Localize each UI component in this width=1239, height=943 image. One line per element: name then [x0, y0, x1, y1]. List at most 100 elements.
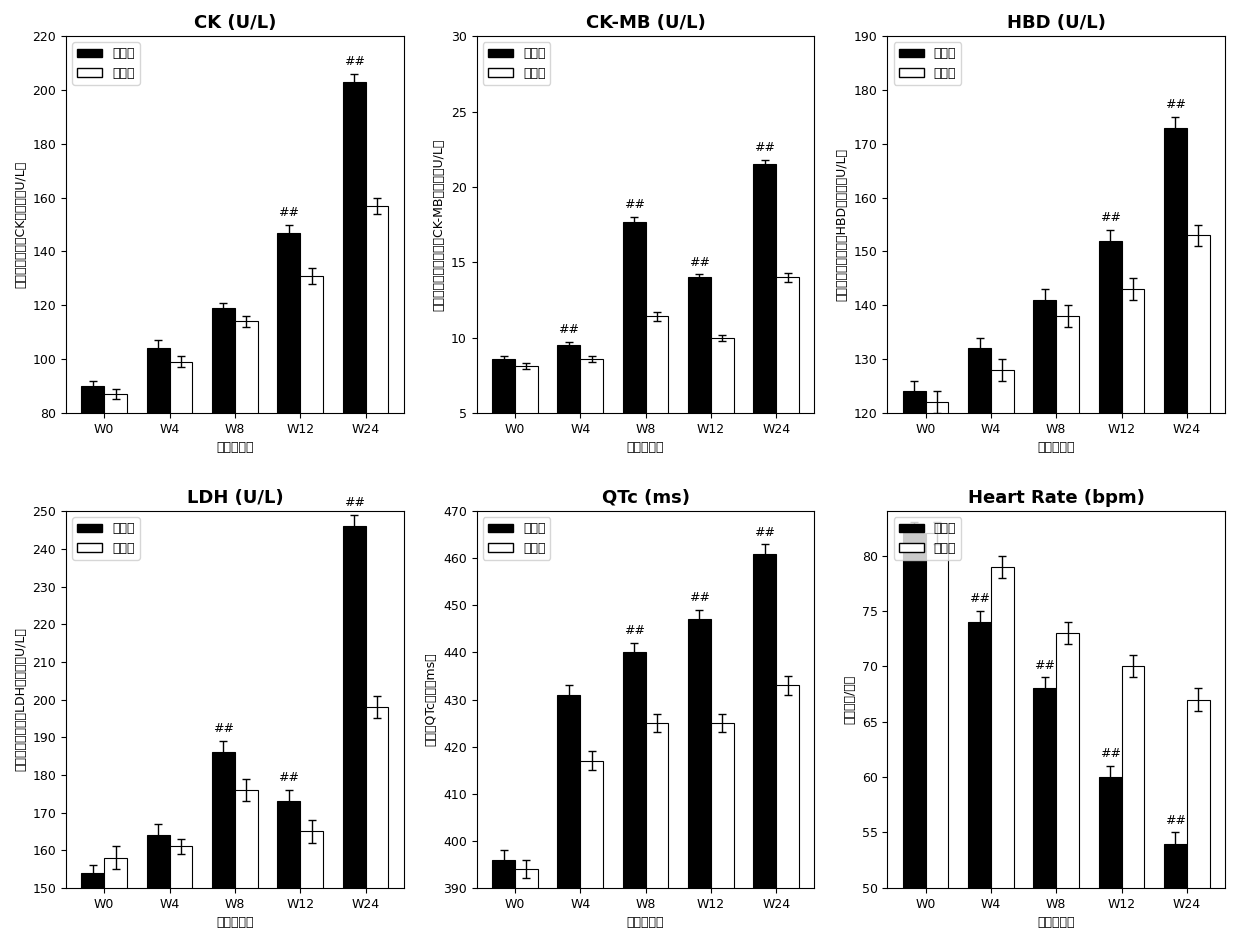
- Bar: [146, 348, 170, 628]
- Legend: 对照组, 实验组: 对照组, 实验组: [483, 518, 550, 560]
- Text: ##: ##: [559, 323, 580, 337]
- Bar: [82, 873, 104, 943]
- Text: ##: ##: [755, 525, 776, 538]
- Text: ##: ##: [213, 722, 234, 736]
- Bar: [366, 707, 388, 943]
- X-axis label: 时间（周）: 时间（周）: [216, 441, 254, 455]
- X-axis label: 时间（周）: 时间（周）: [627, 916, 664, 929]
- Bar: [580, 358, 603, 488]
- Bar: [343, 526, 366, 943]
- Bar: [170, 847, 192, 943]
- Bar: [82, 386, 104, 628]
- X-axis label: 时间（周）: 时间（周）: [1037, 916, 1075, 929]
- Y-axis label: 血清肌酸激酶（CK）水平（U/L）: 血清肌酸激酶（CK）水平（U/L）: [14, 161, 27, 289]
- Bar: [300, 832, 323, 943]
- Legend: 对照组, 实验组: 对照组, 实验组: [483, 42, 550, 85]
- Text: ##: ##: [279, 771, 300, 785]
- Bar: [968, 348, 991, 943]
- Bar: [515, 366, 538, 488]
- Bar: [1163, 844, 1187, 943]
- Text: ##: ##: [623, 198, 644, 211]
- Legend: 对照组, 实验组: 对照组, 实验组: [72, 42, 140, 85]
- Bar: [580, 761, 603, 943]
- Bar: [492, 860, 515, 943]
- Bar: [776, 686, 799, 943]
- Bar: [903, 391, 926, 943]
- Bar: [753, 164, 776, 488]
- Bar: [623, 653, 646, 943]
- Text: ##: ##: [623, 624, 644, 637]
- Bar: [170, 362, 192, 628]
- Text: ##: ##: [689, 591, 710, 604]
- Bar: [235, 322, 258, 628]
- Bar: [300, 275, 323, 628]
- Text: ##: ##: [1165, 98, 1186, 111]
- Title: CK (U/L): CK (U/L): [193, 14, 276, 32]
- X-axis label: 时间（周）: 时间（周）: [627, 441, 664, 455]
- Bar: [1033, 300, 1057, 943]
- Bar: [558, 695, 580, 943]
- Bar: [1163, 127, 1187, 943]
- Bar: [776, 277, 799, 488]
- Bar: [235, 790, 258, 943]
- Y-axis label: 心电图QTc间期（ms）: 心电图QTc间期（ms）: [425, 653, 437, 746]
- Bar: [991, 567, 1014, 943]
- Bar: [688, 620, 711, 943]
- Bar: [1121, 290, 1145, 943]
- Legend: 对照组, 实验组: 对照组, 实验组: [72, 518, 140, 560]
- Bar: [1187, 236, 1209, 943]
- Bar: [623, 222, 646, 488]
- Bar: [1033, 688, 1057, 943]
- Bar: [926, 534, 949, 943]
- X-axis label: 时间（周）: 时间（周）: [1037, 441, 1075, 455]
- Title: Heart Rate (bpm): Heart Rate (bpm): [968, 488, 1145, 506]
- Text: ##: ##: [1165, 814, 1186, 827]
- X-axis label: 时间（周）: 时间（周）: [216, 916, 254, 929]
- Text: ##: ##: [279, 206, 300, 219]
- Text: ##: ##: [343, 496, 364, 509]
- Bar: [366, 206, 388, 628]
- Y-axis label: 血清羟丁酸脱氢酶（HBD）水平（U/L）: 血清羟丁酸脱氢酶（HBD）水平（U/L）: [835, 148, 849, 301]
- Bar: [711, 723, 733, 943]
- Text: ##: ##: [1100, 748, 1120, 760]
- Bar: [926, 402, 949, 943]
- Y-axis label: 血清肌酸激酶同工酶（CK-MB）水平（U/L）: 血清肌酸激酶同工酶（CK-MB）水平（U/L）: [432, 139, 446, 311]
- Text: ##: ##: [343, 56, 364, 68]
- Bar: [278, 802, 300, 943]
- Bar: [146, 835, 170, 943]
- Bar: [968, 622, 991, 943]
- Y-axis label: 血清乳酸脱氢酶（LDH）水平（U/L）: 血清乳酸脱氢酶（LDH）水平（U/L）: [14, 628, 27, 771]
- Bar: [104, 394, 128, 628]
- Title: LDH (U/L): LDH (U/L): [187, 488, 284, 506]
- Text: ##: ##: [1035, 659, 1056, 671]
- Text: ##: ##: [689, 256, 710, 269]
- Bar: [646, 317, 668, 488]
- Bar: [753, 554, 776, 943]
- Text: ##: ##: [969, 592, 990, 605]
- Bar: [212, 753, 235, 943]
- Legend: 对照组, 实验组: 对照组, 实验组: [893, 518, 961, 560]
- Title: HBD (U/L): HBD (U/L): [1007, 14, 1105, 32]
- Bar: [343, 82, 366, 628]
- Bar: [1121, 667, 1145, 943]
- Text: ##: ##: [1100, 211, 1120, 224]
- Bar: [212, 308, 235, 628]
- Text: ##: ##: [755, 141, 776, 154]
- Bar: [515, 869, 538, 943]
- Bar: [1057, 633, 1079, 943]
- Bar: [646, 723, 668, 943]
- Bar: [991, 370, 1014, 943]
- Bar: [711, 338, 733, 488]
- Bar: [1099, 777, 1121, 943]
- Bar: [278, 233, 300, 628]
- Bar: [1187, 700, 1209, 943]
- Bar: [492, 358, 515, 488]
- Y-axis label: 心率（次/分）: 心率（次/分）: [843, 675, 856, 724]
- Title: CK-MB (U/L): CK-MB (U/L): [586, 14, 705, 32]
- Bar: [1099, 240, 1121, 943]
- Bar: [688, 277, 711, 488]
- Bar: [903, 534, 926, 943]
- Bar: [104, 858, 128, 943]
- Bar: [1057, 316, 1079, 943]
- Legend: 对照组, 实验组: 对照组, 实验组: [893, 42, 961, 85]
